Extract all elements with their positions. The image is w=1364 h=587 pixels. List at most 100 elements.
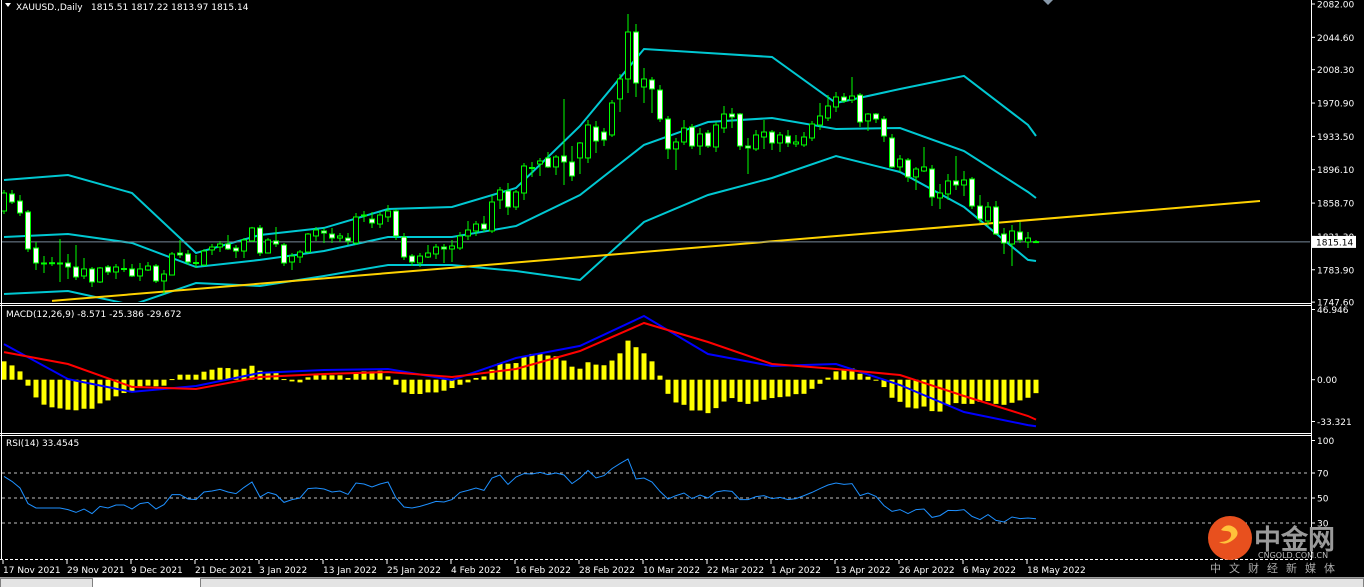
macd-histogram-bar (521, 356, 527, 380)
candle (585, 119, 591, 163)
price-pane[interactable] (2, 13, 1312, 305)
macd-histogram-bar (913, 379, 919, 409)
macd-histogram-bar (393, 379, 399, 385)
candle (553, 155, 559, 175)
bear-candle-body (33, 247, 39, 264)
bull-candle-body (217, 243, 223, 248)
bear-candle-body (9, 193, 15, 203)
candle (369, 211, 375, 228)
triangle-down-icon[interactable] (5, 3, 11, 7)
macd-histogram-bar (1025, 379, 1031, 398)
chart-shift-triangle-icon[interactable] (1043, 0, 1053, 5)
bear-candle-body (65, 262, 71, 268)
bear-candle-body (25, 211, 31, 250)
candle (113, 263, 119, 280)
bear-candle-body (729, 113, 735, 118)
macd-histogram-bar (369, 371, 375, 380)
chart-tab-active[interactable] (93, 578, 200, 587)
bull-candle-body (433, 246, 439, 255)
bull-candle-body (145, 265, 151, 271)
macd-histogram-bar (337, 375, 343, 380)
bear-candle-body (393, 210, 399, 237)
candle (937, 183, 943, 209)
macd-histogram-bar (417, 379, 423, 394)
chart-tab[interactable] (0, 578, 93, 587)
bear-candle-body (41, 262, 47, 265)
macd-histogram-bar (257, 370, 263, 380)
bull-candle-body (121, 268, 127, 271)
candle (433, 243, 439, 259)
candle (49, 257, 55, 267)
rsi-tick-label: 70 (1317, 470, 1329, 480)
candle (201, 248, 207, 267)
candle (577, 142, 583, 175)
candle (1025, 231, 1031, 249)
candle (609, 100, 615, 138)
bear-candle-body (769, 131, 775, 144)
macd-histogram-bar (233, 369, 239, 380)
chart-tab-bar (0, 577, 1364, 587)
macd-histogram-bar (41, 379, 47, 405)
macd-label: MACD(12,26,9) -8.571 -25.386 -29.672 (6, 310, 181, 320)
candle (9, 189, 15, 204)
rsi-pane[interactable] (2, 458, 1311, 524)
date-tick-label: 26 Apr 2022 (899, 566, 955, 576)
macd-blue-line (3, 314, 1037, 428)
candle (593, 120, 599, 153)
macd-histogram-bar (409, 379, 415, 394)
macd-histogram-bar (905, 379, 911, 408)
macd-histogram-bar (633, 347, 639, 380)
bear-candle-body (977, 205, 983, 220)
candle (161, 270, 167, 295)
candle (337, 233, 343, 243)
candle (809, 120, 815, 142)
macd-histogram-bar (105, 379, 111, 401)
macd-histogram-bar (753, 379, 759, 402)
macd-histogram-bar (825, 377, 831, 380)
macd-histogram-bar (449, 379, 455, 389)
macd-histogram-bar (73, 379, 79, 411)
bear-candle-body (153, 265, 159, 282)
bear-candle-body (857, 94, 863, 123)
trendline[interactable] (51, 200, 1261, 302)
bull-candle-body (809, 123, 815, 139)
macd-histogram-bar (593, 364, 599, 380)
macd-pane[interactable] (2, 314, 1039, 428)
macd-histogram-bar (873, 379, 879, 381)
candle (993, 201, 999, 235)
macd-histogram-bar (953, 379, 959, 404)
bull-candle-body (577, 142, 583, 159)
bear-candle-body (369, 218, 375, 224)
bear-candle-body (441, 246, 447, 250)
candle (905, 157, 911, 183)
bull-candle-body (825, 105, 831, 119)
macd-histogram-bar (281, 379, 287, 381)
date-tick-label: 13 Jan 2022 (323, 566, 377, 576)
bull-candle-body (241, 239, 247, 252)
candle (737, 112, 743, 151)
candle (17, 194, 23, 216)
price-tick-label: 2044.60 (1317, 34, 1354, 44)
candle (345, 233, 351, 245)
bull-candle-body (305, 233, 311, 253)
bull-candle-body (529, 167, 535, 170)
macd-histogram-bar (969, 379, 975, 404)
macd-histogram-bar (17, 371, 23, 380)
bear-candle-body (105, 266, 111, 273)
candle (289, 252, 295, 271)
macd-histogram-bar (761, 379, 767, 400)
macd-histogram-bar (249, 365, 255, 380)
bear-candle-body (273, 240, 279, 245)
candle (65, 253, 71, 280)
bear-candle-body (329, 233, 335, 239)
bull-candle-body (137, 268, 143, 277)
macd-histogram-bar (97, 379, 103, 404)
bear-candle-body (409, 255, 415, 263)
candle (409, 253, 415, 267)
candle (81, 257, 87, 280)
candle (105, 265, 111, 276)
macd-histogram-bar (721, 379, 727, 402)
bull-candle-body (913, 168, 919, 178)
bull-candle-body (817, 115, 823, 126)
